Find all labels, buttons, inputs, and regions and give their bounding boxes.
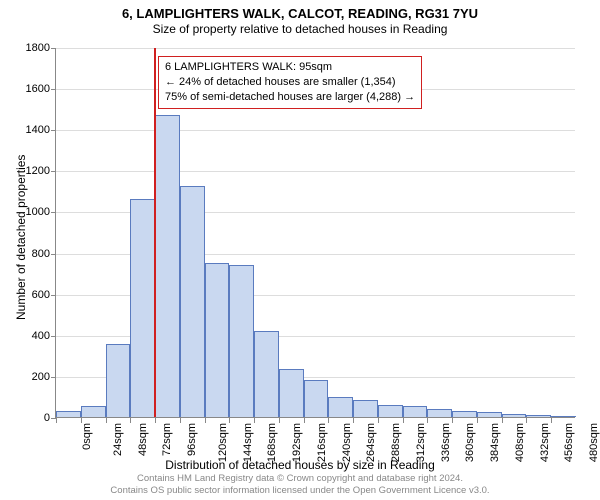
x-tick-label: 96sqm	[186, 423, 198, 456]
histogram-bar	[403, 406, 428, 417]
x-tick-label: 24sqm	[112, 423, 124, 456]
histogram-bar	[526, 415, 551, 417]
x-tick-label: 120sqm	[217, 423, 229, 462]
y-tick-label: 600	[10, 289, 50, 301]
y-tick-label: 0	[10, 412, 50, 424]
x-tick-label: 480sqm	[588, 423, 600, 462]
histogram-bar	[279, 369, 304, 417]
x-tick-label: 360sqm	[465, 423, 477, 462]
footer-line-1: Contains HM Land Registry data © Crown c…	[0, 473, 600, 485]
histogram-bar	[378, 405, 403, 417]
histogram-bar	[106, 344, 131, 417]
x-tick-label: 432sqm	[539, 423, 551, 462]
x-tick-label: 144sqm	[242, 423, 254, 462]
x-tick-label: 456sqm	[564, 423, 576, 462]
histogram-bar	[205, 263, 230, 417]
page-title: 6, LAMPLIGHTERS WALK, CALCOT, READING, R…	[0, 0, 600, 21]
x-tick-label: 384sqm	[489, 423, 501, 462]
plot-area: 0sqm24sqm48sqm72sqm96sqm120sqm144sqm168s…	[55, 48, 575, 418]
histogram-bar	[229, 265, 254, 417]
histogram-bar	[477, 412, 502, 417]
page-subtitle: Size of property relative to detached ho…	[0, 21, 600, 36]
y-tick-label: 800	[10, 248, 50, 260]
x-tick-label: 288sqm	[390, 423, 402, 462]
footer-line-2: Contains OS public sector information li…	[0, 485, 600, 497]
x-tick-label: 240sqm	[341, 423, 353, 462]
y-tick-label: 400	[10, 330, 50, 342]
histogram-bar	[452, 411, 477, 417]
annotation-line: 6 LAMPLIGHTERS WALK: 95sqm	[165, 60, 415, 75]
x-tick-label: 264sqm	[366, 423, 378, 462]
x-axis-label: Distribution of detached houses by size …	[0, 458, 600, 472]
histogram-bar	[180, 186, 205, 417]
footer-attribution: Contains HM Land Registry data © Crown c…	[0, 473, 600, 497]
x-tick-label: 72sqm	[161, 423, 173, 456]
y-tick-label: 1800	[10, 42, 50, 54]
x-tick-label: 408sqm	[514, 423, 526, 462]
property-marker-line	[154, 48, 156, 417]
x-tick-label: 216sqm	[316, 423, 328, 462]
y-tick-label: 200	[10, 371, 50, 383]
histogram-bar	[56, 411, 81, 417]
histogram-bar	[254, 331, 279, 417]
histogram-bar	[81, 406, 106, 417]
annotation-line: ← 24% of detached houses are smaller (1,…	[165, 75, 415, 90]
histogram-bar	[155, 115, 180, 417]
histogram-bar	[353, 400, 378, 417]
y-tick-label: 1400	[10, 124, 50, 136]
y-tick-label: 1600	[10, 83, 50, 95]
histogram-bar	[328, 397, 353, 417]
histogram-bar	[502, 414, 527, 417]
annotation-line: 75% of semi-detached houses are larger (…	[165, 90, 415, 105]
y-tick-label: 1200	[10, 165, 50, 177]
x-tick-label: 312sqm	[415, 423, 427, 462]
histogram-bar	[427, 409, 452, 417]
x-tick-label: 0sqm	[81, 423, 93, 450]
histogram-bar	[551, 416, 576, 417]
histogram-bar	[130, 199, 155, 417]
annotation-box: 6 LAMPLIGHTERS WALK: 95sqm← 24% of detac…	[158, 56, 422, 109]
y-tick-label: 1000	[10, 206, 50, 218]
histogram-chart: 0sqm24sqm48sqm72sqm96sqm120sqm144sqm168s…	[55, 48, 575, 418]
histogram-bar	[304, 380, 329, 417]
x-tick-label: 192sqm	[291, 423, 303, 462]
x-tick-label: 336sqm	[440, 423, 452, 462]
x-tick-label: 48sqm	[137, 423, 149, 456]
x-tick-label: 168sqm	[266, 423, 278, 462]
